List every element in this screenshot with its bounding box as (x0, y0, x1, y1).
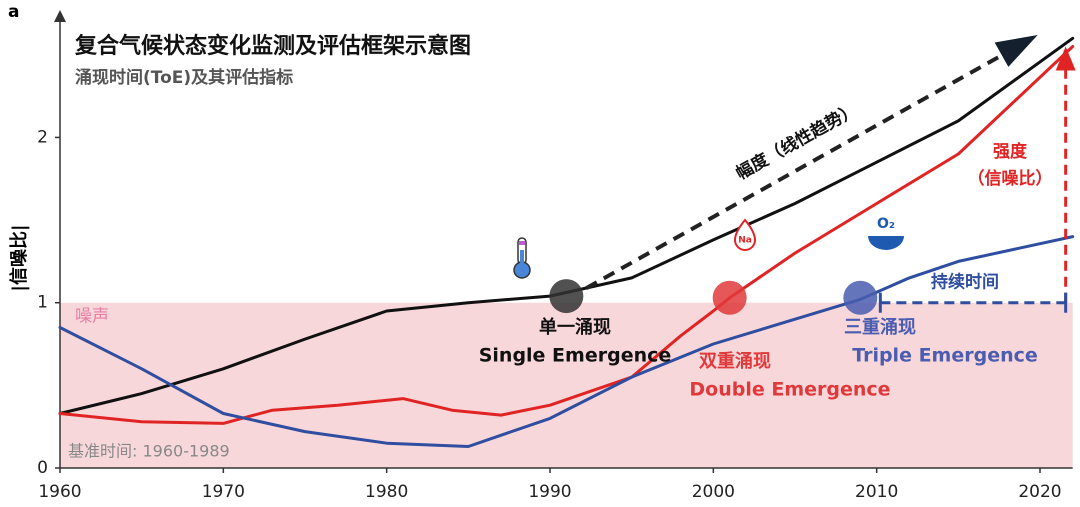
sodium-icon: Na (733, 218, 757, 251)
thermometer-icon (513, 237, 531, 279)
x-tick-label: 2000 (692, 482, 735, 502)
y-axis-label: |信噪比| (8, 224, 30, 291)
noise-label: 噪声 (75, 307, 109, 327)
emergence-label-en: Double Emergence (689, 379, 890, 401)
emergence-label: 三重涌现 (844, 316, 916, 338)
oxygen-label: O₂ (877, 216, 895, 232)
series-line (58, 235, 1075, 448)
x-tick-label: 2020 (1018, 482, 1061, 502)
trend-arrow (585, 50, 1009, 290)
emergence-label-en: Triple Emergence (852, 345, 1038, 367)
y-tick-label: 0 (37, 458, 48, 478)
emergence-label-en: Single Emergence (479, 345, 672, 367)
emergence-label: 单一涌现 (539, 316, 611, 338)
panel-label: a (8, 2, 19, 22)
x-tick-label: 1990 (528, 482, 571, 502)
intensity-label: （信噪比） (968, 168, 1053, 189)
emergence-marker (712, 280, 747, 315)
chart-subtitle: 涌现时间(ToE)及其评估指标 (75, 67, 293, 88)
noise-band (60, 302, 1073, 468)
intensity-arrowhead (1055, 46, 1076, 71)
emergence-label: 双重涌现 (699, 350, 771, 372)
x-tick-label: 1980 (365, 482, 408, 502)
y-tick-label: 1 (37, 293, 48, 313)
sodium-label: Na (738, 236, 752, 246)
trend-arrowhead (994, 35, 1038, 67)
baseline-label: 基准时间: 1960-1989 (68, 442, 230, 461)
duration-label: 持续时间 (931, 272, 999, 293)
y-tick-label: 2 (37, 127, 48, 147)
x-tick-label: 2010 (855, 482, 898, 502)
intensity-label: 强度 (993, 141, 1028, 162)
x-tick-label: 1970 (202, 482, 245, 502)
x-tick-label: 1960 (38, 482, 81, 502)
emergence-marker (549, 279, 584, 314)
series-line (58, 45, 1075, 425)
chart-title: 复合气候状态变化监测及评估框架示意图 (74, 33, 471, 59)
emergence-marker (843, 280, 878, 315)
oxygen-icon: O₂ (868, 216, 904, 250)
y-axis-arrow (54, 10, 66, 22)
